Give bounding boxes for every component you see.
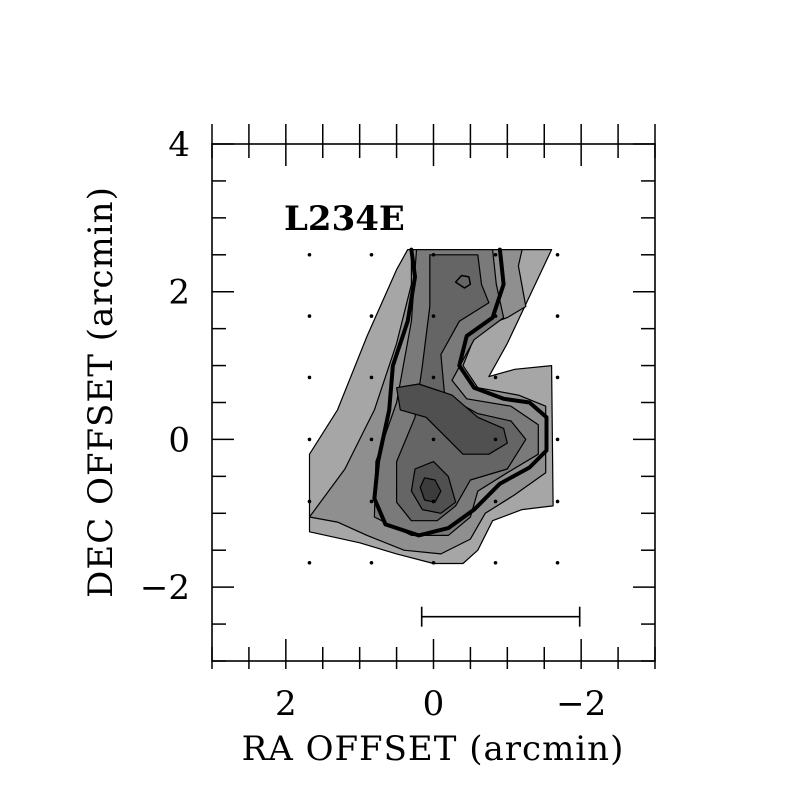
sample-point-4 — [555, 252, 560, 257]
y-tick-label: 2 — [168, 273, 190, 313]
sample-point-8 — [493, 314, 498, 318]
sample-point-17 — [431, 437, 436, 442]
contour-fill-level-4-3 — [396, 254, 527, 522]
sample-point-7 — [431, 314, 436, 318]
sample-point-3 — [493, 252, 498, 257]
axis-ticks: 2 0 −2 4 2 0 −2 — [140, 124, 656, 724]
sample-point-29 — [555, 560, 560, 565]
contour-fill-level-5-5 — [396, 383, 508, 455]
sample-point-27 — [431, 560, 436, 565]
sample-point-2 — [431, 252, 436, 257]
sample-point-13 — [493, 375, 498, 380]
sample-point-12 — [431, 375, 436, 380]
contour-fills — [308, 249, 554, 565]
sample-point-6 — [369, 314, 374, 318]
sample-point-23 — [493, 499, 498, 504]
chart-title: L234E — [284, 199, 405, 239]
sample-point-1 — [369, 252, 374, 257]
contour-fill-level-6-6 — [419, 477, 442, 503]
sample-point-16 — [369, 437, 374, 442]
x-tick-label: −2 — [556, 684, 606, 724]
contour-line-0 — [454, 274, 472, 289]
sample-point-10 — [307, 375, 312, 380]
sample-point-22 — [431, 499, 436, 504]
x-tick-label: 0 — [423, 684, 445, 724]
sample-point-24 — [555, 499, 560, 504]
y-axis-title: DEC OFFSET (arcmin) — [81, 186, 121, 598]
sample-point-14 — [555, 375, 560, 380]
sample-point-18 — [493, 437, 498, 442]
sample-point-9 — [555, 314, 560, 318]
sample-point-19 — [555, 437, 560, 442]
y-tick-label: 0 — [168, 420, 190, 460]
y-tick-label: −2 — [140, 568, 190, 608]
sample-point-25 — [307, 560, 312, 565]
sample-point-15 — [307, 437, 312, 442]
sample-point-28 — [493, 560, 498, 565]
sample-point-11 — [369, 375, 374, 380]
y-tick-label: 4 — [168, 125, 190, 165]
scale-bar — [420, 606, 581, 627]
sample-point-5 — [307, 314, 312, 318]
x-axis-title: RA OFFSET (arcmin) — [242, 729, 625, 769]
x-tick-label: 2 — [275, 684, 297, 724]
sample-point-21 — [369, 499, 374, 504]
sample-point-20 — [307, 499, 312, 504]
sample-point-0 — [307, 252, 312, 257]
contour-line-1 — [372, 247, 549, 538]
sample-point-26 — [369, 560, 374, 565]
sample-points — [307, 252, 560, 565]
contour-lines — [372, 247, 549, 538]
